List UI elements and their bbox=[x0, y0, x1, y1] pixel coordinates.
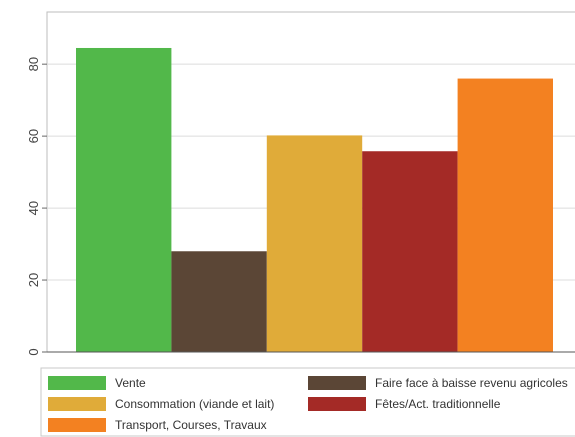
legend: Vente Faire face à baisse revenu agricole… bbox=[40, 367, 575, 437]
bar bbox=[457, 78, 553, 352]
y-tick-label: 0 bbox=[26, 348, 41, 355]
bars bbox=[76, 47, 553, 353]
bar bbox=[76, 47, 172, 353]
legend-label: Fêtes/Act. traditionnelle bbox=[375, 397, 501, 411]
bar bbox=[266, 135, 363, 352]
y-tick-label: 40 bbox=[26, 201, 41, 215]
y-tick-label: 80 bbox=[26, 57, 41, 71]
y-axis: 0 20 40 60 80 bbox=[26, 57, 575, 356]
legend-label: Transport, Courses, Travaux bbox=[115, 418, 267, 432]
bar bbox=[171, 251, 267, 352]
legend-swatch bbox=[308, 397, 366, 411]
legend-swatch bbox=[48, 418, 106, 432]
y-tick-label: 60 bbox=[26, 129, 41, 143]
legend-swatch bbox=[48, 376, 106, 390]
legend-label: Consommation (viande et lait) bbox=[115, 397, 274, 411]
bar bbox=[362, 151, 458, 352]
legend-label: Vente bbox=[115, 376, 146, 390]
legend-swatch bbox=[48, 397, 106, 411]
y-tick-label: 20 bbox=[26, 273, 41, 287]
legend-label: Faire face à baisse revenu agricoles bbox=[375, 376, 568, 390]
legend-swatch bbox=[308, 376, 366, 390]
